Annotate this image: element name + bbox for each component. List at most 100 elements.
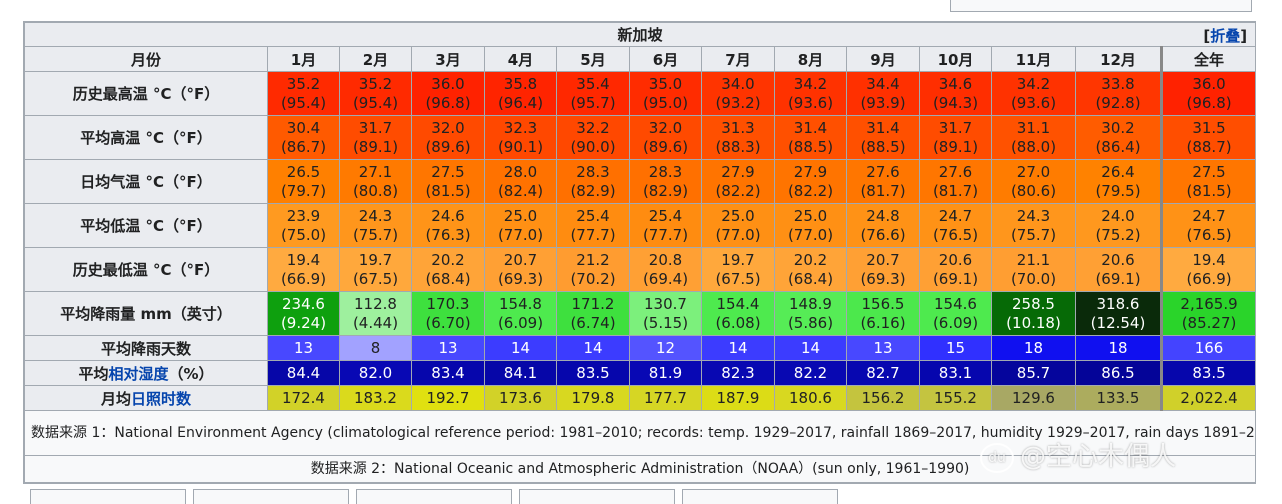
cell-value: 82.2 — [793, 364, 828, 382]
data-cell: 318.6 (12.54) — [1075, 291, 1162, 336]
cell-secondary-value: (81.5) — [1186, 181, 1232, 200]
data-cell: 20.6 (69.1) — [1075, 247, 1162, 292]
cell-value: 318.6 — [1096, 294, 1140, 313]
cell-value: 20.8 — [648, 250, 683, 269]
data-cell: 27.0 (80.6) — [991, 159, 1076, 204]
data-cell: 35.4 (95.7) — [556, 71, 630, 116]
cell-secondary-value: (68.4) — [787, 269, 834, 288]
cell-value: 23.9 — [286, 206, 321, 225]
cell-value: 192.7 — [426, 389, 470, 407]
cell-value: 15 — [945, 339, 966, 357]
cell-value: 172.4 — [282, 389, 325, 407]
cell-secondary-value: (70.2) — [570, 269, 616, 288]
data-cell: 148.9 (5.86) — [774, 291, 847, 336]
cell-secondary-value: (82.9) — [570, 181, 616, 200]
collapse-link[interactable]: 折叠 — [1210, 27, 1241, 45]
data-cell: 85.7 — [991, 360, 1076, 386]
header-month: 5月 — [556, 46, 630, 72]
cell-value: 30.2 — [1101, 118, 1135, 137]
cell-value: 24.6 — [431, 206, 465, 225]
row-label-link[interactable]: 日照时数 — [131, 389, 192, 408]
cell-secondary-value: (75.7) — [352, 225, 399, 244]
data-cell: 192.7 — [411, 385, 485, 411]
cell-value: 133.5 — [1096, 389, 1140, 407]
cell-secondary-value: (77.7) — [642, 225, 689, 244]
collapse-toggle[interactable]: [折叠] — [1203, 27, 1248, 45]
cell-value: 27.9 — [721, 162, 755, 181]
cell-value: 258.5 — [1012, 294, 1055, 313]
infobox-edge — [950, 0, 1252, 12]
data-cell: 28.3 (82.9) — [629, 159, 702, 204]
cell-value: 14 — [583, 339, 603, 357]
cell-value: 34.2 — [1016, 74, 1051, 93]
data-cell: 24.8 (76.6) — [846, 203, 920, 248]
data-cell: 24.6 (76.3) — [411, 203, 485, 248]
cell-value: 35.4 — [576, 74, 610, 93]
climate-table-container: 新加坡 [折叠] 月份 1月 2月 3月 4月 5月 6月 7月 8月 9月 10月 11月 12月全… — [23, 21, 1257, 484]
cell-secondary-value: (93.9) — [860, 93, 906, 112]
data-cell: 81.9 — [629, 360, 702, 386]
cell-value: 20.2 — [793, 250, 828, 269]
year-cell: 83.5 — [1159, 360, 1257, 386]
cell-secondary-value: (82.2) — [787, 181, 834, 200]
header-month: 7月 — [701, 46, 775, 72]
cell-value: 187.9 — [716, 389, 760, 407]
cell-secondary-value: (68.4) — [425, 269, 471, 288]
cell-value: 34.6 — [938, 74, 973, 93]
data-cell: 83.4 — [411, 360, 485, 386]
cell-value: 27.5 — [431, 162, 465, 181]
cell-value: 32.0 — [648, 118, 683, 137]
data-cell: 21.1 (70.0) — [991, 247, 1076, 292]
cell-secondary-value: (81.7) — [932, 181, 979, 200]
cell-value: 180.6 — [789, 389, 832, 407]
cell-value: 24.3 — [358, 206, 393, 225]
cell-value: 148.9 — [789, 294, 832, 313]
cell-secondary-value: (92.8) — [1095, 93, 1141, 112]
row-label-suffix: （%） — [168, 364, 214, 383]
cell-secondary-value: (76.3) — [425, 225, 471, 244]
data-cell: 20.7 (69.3) — [846, 247, 920, 292]
cell-value: 82.0 — [358, 364, 393, 382]
data-cell: 31.4 (88.5) — [846, 115, 920, 160]
cell-secondary-value: (69.3) — [860, 269, 906, 288]
data-cell: 34.2 (93.6) — [991, 71, 1076, 116]
cell-secondary-value: (96.8) — [1186, 93, 1232, 112]
cell-secondary-value: (89.1) — [352, 137, 399, 156]
year-cell: 19.4 (66.9) — [1159, 247, 1257, 292]
data-cell: 24.7 (76.5) — [919, 203, 992, 248]
cell-value: 31.4 — [866, 118, 900, 137]
cell-value: 84.1 — [503, 364, 538, 382]
data-cell: 82.0 — [339, 360, 412, 386]
cell-value: 171.2 — [571, 294, 615, 313]
cell-value: 183.2 — [354, 389, 397, 407]
cell-secondary-value: (95.0) — [642, 93, 689, 112]
cell-value: 86.5 — [1101, 364, 1135, 382]
data-cell: 34.4 (93.9) — [846, 71, 920, 116]
table-row: 平均高温 °C（°F） 30.4 (86.7) 31.7 (89.1) 32.0 (89.6… — [24, 115, 1257, 160]
cell-secondary-value: (93.6) — [787, 93, 834, 112]
cell-value: 154.8 — [499, 294, 542, 313]
data-cell: 83.5 — [556, 360, 630, 386]
cell-value: 30.4 — [286, 118, 321, 137]
cell-secondary-value: (79.7) — [280, 181, 327, 200]
table-row: 平均低温 °C（°F） 23.9 (75.0) 24.3 (75.7) 24.6 (76.3… — [24, 203, 1257, 248]
data-cell: 25.4 (77.7) — [556, 203, 630, 248]
cell-value: 24.8 — [866, 206, 900, 225]
cell-value: 83.4 — [431, 364, 465, 382]
cell-secondary-value: (88.0) — [1010, 137, 1057, 156]
cell-value: 36.0 — [431, 74, 465, 93]
data-cell: 26.5 (79.7) — [267, 159, 340, 204]
cell-value: 82.7 — [866, 364, 900, 382]
cell-value: 130.7 — [644, 294, 687, 313]
cell-value: 170.3 — [426, 294, 470, 313]
data-cell: 18 — [1075, 335, 1162, 361]
cell-value: 35.2 — [286, 74, 321, 93]
cell-value: 31.3 — [721, 118, 755, 137]
data-cell: 25.0 (77.0) — [701, 203, 775, 248]
cell-value: 12 — [655, 339, 676, 357]
data-cell: 129.6 — [991, 385, 1076, 411]
cell-value: 27.0 — [1016, 162, 1051, 181]
data-cell: 112.8 (4.44) — [339, 291, 412, 336]
row-label-link[interactable]: 相对湿度 — [108, 364, 169, 383]
cell-value: 20.2 — [431, 250, 465, 269]
